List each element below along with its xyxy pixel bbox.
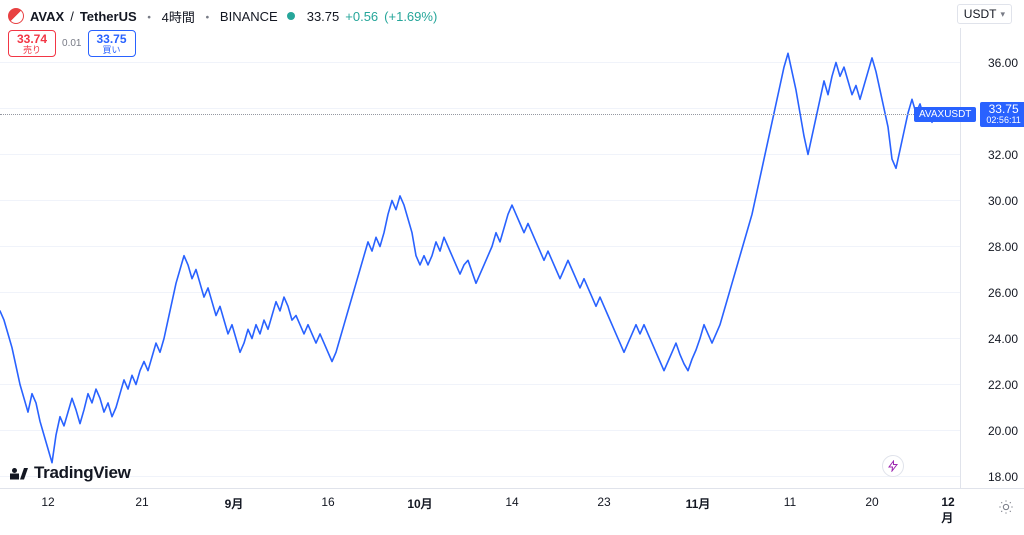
x-tick: 14	[505, 495, 518, 509]
bar-countdown: 02:56:11	[986, 116, 1020, 126]
symbol-quote[interactable]: TetherUS	[80, 9, 137, 24]
current-price-value: 33.75	[989, 102, 1019, 116]
price-change-abs: +0.56	[345, 9, 378, 24]
y-tick: 28.00	[988, 240, 1018, 254]
x-tick: 11月	[686, 495, 711, 512]
flash-icon[interactable]	[882, 455, 904, 477]
chevron-down-icon: ▾	[1000, 9, 1005, 20]
avax-logo-icon	[8, 8, 24, 24]
current-price-line	[0, 114, 960, 115]
interval-label[interactable]: 4時間	[162, 7, 195, 26]
price-change-pct: (+1.69%)	[384, 9, 437, 24]
currency-selector[interactable]: USDT ▾	[957, 4, 1012, 24]
chart-header: AVAX / TetherUS ・ 4時間 ・ BINANCE 33.75 +0…	[0, 0, 1024, 28]
separator-1: ・	[143, 7, 156, 26]
y-tick: 30.00	[988, 194, 1018, 208]
exchange-label[interactable]: BINANCE	[220, 9, 278, 24]
gear-icon[interactable]	[998, 499, 1014, 518]
x-tick: 20	[865, 495, 878, 509]
x-tick: 9月	[225, 495, 244, 512]
y-tick: 18.00	[988, 470, 1018, 484]
y-tick: 36.00	[988, 56, 1018, 70]
pair-tag: AVAXUSDT	[914, 107, 976, 122]
price-axis[interactable]: 18.00 20.00 22.00 24.00 26.00 28.00 30.00 32.00…	[960, 28, 1024, 488]
tradingview-chart-container: { "header": { "symbol": "AVAX", "versus"…	[0, 0, 1024, 535]
x-tick: 12	[41, 495, 54, 509]
time-axis-inner: 12 21 9月 16 10月 14 23 11月 11 20 12月	[0, 489, 960, 535]
tradingview-watermark[interactable]: TradingView	[10, 463, 131, 483]
current-price-flag[interactable]: AVAXUSDT 33.75 02:56:11	[914, 101, 1024, 127]
last-price: 33.75	[307, 9, 340, 24]
x-tick: 10月	[407, 495, 432, 512]
y-tick: 24.00	[988, 332, 1018, 346]
y-tick: 32.00	[988, 148, 1018, 162]
separator-2: ・	[201, 7, 214, 26]
x-tick: 21	[135, 495, 148, 509]
time-axis[interactable]: 12 21 9月 16 10月 14 23 11月 11 20 12月	[0, 488, 1024, 535]
x-tick: 23	[597, 495, 610, 509]
y-tick: 26.00	[988, 286, 1018, 300]
current-price-box: 33.75 02:56:11	[980, 102, 1024, 127]
watermark-text: TradingView	[34, 463, 131, 483]
symbol-slash: /	[70, 9, 74, 24]
currency-value: USDT	[964, 7, 997, 21]
y-tick: 22.00	[988, 378, 1018, 392]
y-tick: 20.00	[988, 424, 1018, 438]
x-tick: 16	[321, 495, 334, 509]
symbol-base[interactable]: AVAX	[30, 9, 64, 24]
x-tick: 11	[784, 495, 796, 509]
chart-svg	[0, 28, 960, 488]
chart-pane[interactable]	[0, 28, 960, 488]
market-status-dot-icon	[287, 12, 295, 20]
x-tick: 12月	[941, 495, 954, 526]
tradingview-logo-icon	[10, 464, 28, 482]
